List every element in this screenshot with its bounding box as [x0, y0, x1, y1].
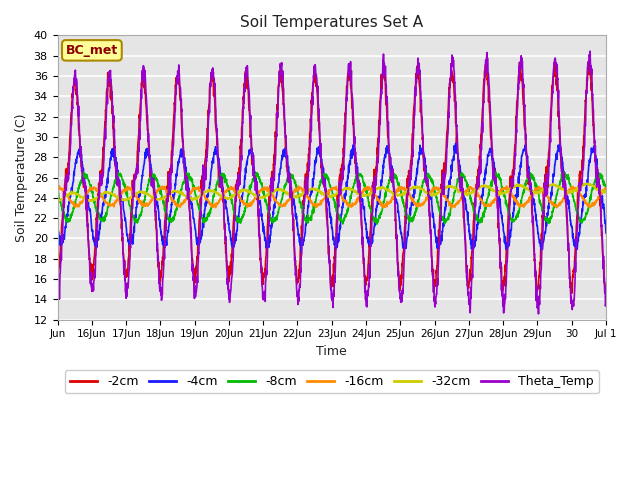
- -2cm: [568, 290, 575, 296]
- -16cm: [586, 204, 594, 210]
- Theta_Temp: [486, 88, 493, 94]
- -4cm: [587, 153, 595, 159]
- -8cm: [306, 216, 314, 221]
- Theta_Temp: [82, 189, 90, 195]
- -16cm: [321, 194, 328, 200]
- -16cm: [448, 205, 456, 211]
- -4cm: [306, 194, 314, 200]
- -8cm: [321, 171, 328, 177]
- Legend: -2cm, -4cm, -8cm, -16cm, -32cm, Theta_Temp: -2cm, -4cm, -8cm, -16cm, -32cm, Theta_Te…: [65, 370, 599, 393]
- -8cm: [373, 221, 381, 227]
- -32cm: [321, 193, 328, 199]
- Y-axis label: Soil Temperature (C): Soil Temperature (C): [15, 113, 28, 242]
- -4cm: [602, 230, 610, 236]
- -8cm: [602, 187, 610, 192]
- -16cm: [486, 201, 494, 207]
- Text: BC_met: BC_met: [66, 44, 118, 57]
- -2cm: [306, 131, 314, 136]
- -8cm: [587, 197, 595, 203]
- -32cm: [586, 182, 594, 188]
- Line: -32cm: -32cm: [58, 183, 606, 203]
- -4cm: [321, 180, 328, 186]
- -16cm: [54, 187, 61, 192]
- Line: -2cm: -2cm: [58, 60, 606, 293]
- Line: -16cm: -16cm: [58, 186, 606, 208]
- Theta_Temp: [586, 57, 594, 63]
- -2cm: [82, 191, 90, 197]
- Theta_Temp: [321, 182, 328, 188]
- -2cm: [602, 284, 610, 289]
- -4cm: [54, 224, 61, 229]
- Line: -4cm: -4cm: [58, 144, 606, 252]
- -32cm: [82, 197, 90, 203]
- -2cm: [587, 76, 595, 82]
- -2cm: [321, 183, 328, 189]
- -4cm: [297, 249, 305, 255]
- -2cm: [586, 72, 594, 78]
- -4cm: [452, 141, 460, 146]
- -4cm: [82, 186, 90, 192]
- -16cm: [82, 193, 90, 199]
- Line: -8cm: -8cm: [58, 172, 606, 224]
- -8cm: [54, 188, 61, 193]
- Theta_Temp: [306, 152, 314, 158]
- -32cm: [602, 188, 610, 194]
- Theta_Temp: [534, 311, 542, 317]
- -32cm: [54, 197, 61, 203]
- Theta_Temp: [587, 67, 595, 73]
- -2cm: [551, 57, 559, 62]
- Theta_Temp: [602, 301, 610, 307]
- X-axis label: Time: Time: [316, 345, 347, 358]
- -16cm: [602, 185, 610, 191]
- -2cm: [54, 270, 61, 276]
- -8cm: [486, 188, 493, 193]
- -16cm: [587, 204, 595, 210]
- -2cm: [486, 104, 493, 109]
- Theta_Temp: [586, 48, 594, 54]
- -8cm: [492, 169, 500, 175]
- Theta_Temp: [54, 288, 61, 293]
- -4cm: [586, 156, 594, 162]
- -4cm: [486, 146, 494, 152]
- -16cm: [306, 198, 314, 204]
- -32cm: [580, 180, 588, 186]
- -32cm: [54, 200, 62, 205]
- -8cm: [82, 171, 90, 177]
- -32cm: [587, 181, 595, 187]
- Title: Soil Temperatures Set A: Soil Temperatures Set A: [240, 15, 423, 30]
- -32cm: [486, 184, 493, 190]
- -16cm: [56, 183, 63, 189]
- -32cm: [306, 187, 314, 193]
- -8cm: [586, 193, 594, 199]
- Line: Theta_Temp: Theta_Temp: [58, 51, 606, 314]
